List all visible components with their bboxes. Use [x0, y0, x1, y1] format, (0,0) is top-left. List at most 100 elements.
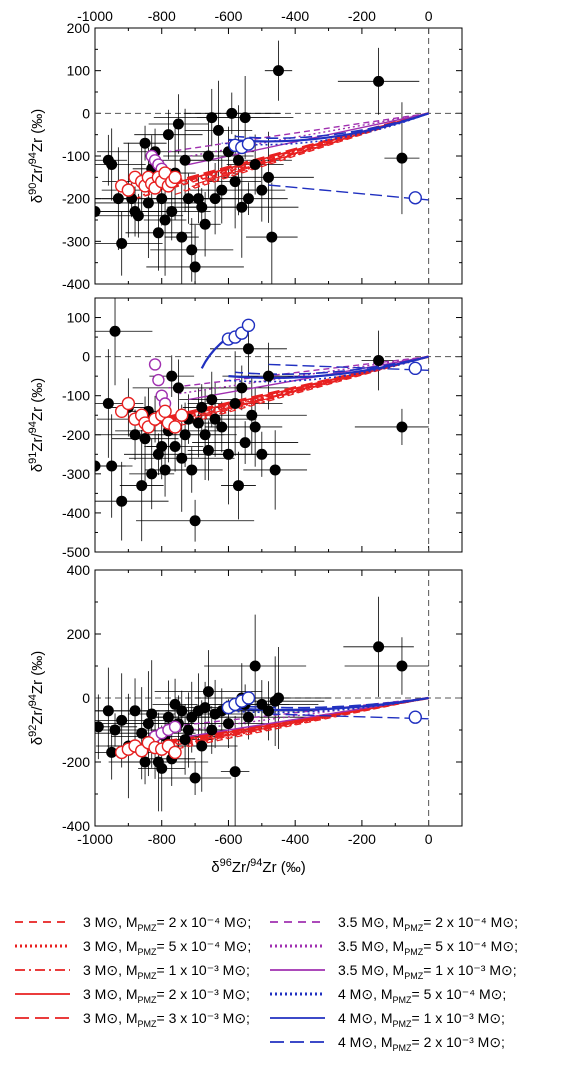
x-tick-label-bottom: 0: [425, 831, 433, 847]
data-point-black: [202, 150, 214, 162]
data-point-black: [199, 218, 211, 230]
data-point-black: [159, 464, 171, 476]
data-point-black: [136, 480, 148, 492]
y-tick-label: -200: [62, 427, 90, 443]
data-point-black: [249, 159, 261, 171]
y-tick-label: 200: [67, 20, 91, 36]
model-curve-blue: [268, 184, 429, 201]
legend-label: 4 M⊙, MPMZ= 1 x 10⁻³ M⊙;: [338, 1010, 505, 1029]
data-point-black: [229, 176, 241, 188]
data-point-black: [186, 464, 198, 476]
data-point-black: [249, 660, 261, 672]
model-curve-red: [161, 112, 429, 187]
data-point-black: [373, 75, 385, 87]
data-point-black: [179, 154, 191, 166]
x-tick-label-bottom: -600: [214, 831, 242, 847]
data-point-black: [112, 193, 124, 205]
data-point-black: [106, 746, 118, 758]
legend-entry: 3 M⊙, MPMZ= 5 x 10⁻⁴ M⊙;: [15, 938, 251, 957]
model-curve-purple: [168, 112, 429, 153]
y-tick-label: -400: [62, 818, 90, 834]
legend: 3 M⊙, MPMZ= 2 x 10⁻⁴ M⊙; 3 M⊙, MPMZ= 5 x …: [15, 914, 518, 1053]
data-point-black: [95, 205, 101, 217]
data-point-black: [146, 708, 158, 720]
model-curve-purple: [188, 355, 429, 401]
model-curve-blue: [268, 713, 429, 720]
legend-label: 4 M⊙, MPMZ= 2 x 10⁻³ M⊙;: [338, 1034, 505, 1053]
data-point-black: [189, 772, 201, 784]
y-tick-label: -300: [62, 233, 90, 249]
data-point-blue: [408, 710, 422, 724]
y-tick-label: 100: [67, 310, 91, 326]
y-axis-label: δ91Zr/94Zr (‰): [27, 378, 46, 473]
data-point-black: [142, 718, 154, 730]
legend-entry: 3 M⊙, MPMZ= 3 x 10⁻³ M⊙;: [15, 1010, 250, 1029]
data-point-black: [172, 382, 184, 394]
data-point-black: [222, 448, 234, 460]
data-point-black: [166, 205, 178, 217]
data-point-black: [396, 421, 408, 433]
data-point-black: [176, 231, 188, 243]
data-point-black: [129, 705, 141, 717]
data-point-black: [256, 448, 268, 460]
x-tick-label-bottom: -200: [348, 831, 376, 847]
y-tick-label: 200: [67, 626, 91, 642]
y-tick-label: 100: [67, 63, 91, 79]
data-point-black: [206, 112, 218, 124]
data-point-black: [242, 193, 254, 205]
legend-entry: 4 M⊙, MPMZ= 1 x 10⁻³ M⊙;: [270, 1010, 505, 1029]
data-point-blue: [241, 691, 256, 705]
y-tick-label: -200: [62, 191, 90, 207]
data-point-black: [156, 762, 168, 774]
data-point-black: [192, 417, 204, 429]
data-point-black: [242, 711, 254, 723]
x-axis-label: δ96Zr/94Zr (‰): [211, 857, 306, 876]
data-point-black: [189, 515, 201, 527]
data-point-black: [106, 460, 118, 472]
data-point-black: [106, 159, 118, 171]
data-point-black: [229, 766, 241, 778]
data-point-black: [269, 464, 281, 476]
data-point-black: [132, 210, 144, 222]
model-curve-blue: [235, 355, 429, 375]
data-point-red: [158, 404, 172, 419]
y-tick-label: -100: [62, 148, 90, 164]
y-tick-label: -100: [62, 388, 90, 404]
data-point-black: [262, 370, 274, 382]
data-point-black: [169, 440, 181, 452]
data-point-black: [216, 421, 228, 433]
data-point-black: [199, 702, 211, 714]
data-point-black: [172, 118, 184, 130]
data-point-black: [209, 193, 221, 205]
data-point-black: [192, 193, 204, 205]
data-point-black: [176, 452, 188, 464]
data-point-black: [262, 705, 274, 717]
y-tick-label: -500: [62, 544, 90, 560]
data-point-black: [142, 197, 154, 209]
y-axis-label: δ90Zr/94Zr (‰): [27, 109, 46, 204]
panel-d92: -400 -200 0 200 400 -1000 -800 -600 -400 -200 0 δ92…: [27, 562, 463, 876]
y-tick-label: 400: [67, 562, 91, 578]
data-point-black: [262, 171, 274, 183]
y-axis-label: δ92Zr/94Zr (‰): [27, 651, 46, 746]
data-point-purple: [148, 358, 162, 371]
y-tick-label: -200: [62, 754, 90, 770]
data-point-black: [179, 734, 191, 746]
data-point-black: [129, 429, 141, 441]
data-point-black: [116, 495, 128, 507]
data-point-black: [206, 724, 218, 736]
data-point-black: [156, 440, 168, 452]
x-tick-label-top: -800: [148, 8, 176, 24]
data-point-black: [239, 112, 251, 124]
x-tick-label-top: 0: [425, 8, 433, 24]
data-point-black: [162, 711, 174, 723]
x-tick-label-top: -1000: [77, 8, 113, 24]
y-tick-label: -400: [62, 505, 90, 521]
data-point-black: [212, 124, 224, 136]
y-tick-label: 0: [82, 105, 90, 121]
data-point-black: [186, 244, 198, 256]
data-point-black: [236, 382, 248, 394]
data-point-red: [168, 745, 182, 760]
data-point-black: [136, 727, 148, 739]
